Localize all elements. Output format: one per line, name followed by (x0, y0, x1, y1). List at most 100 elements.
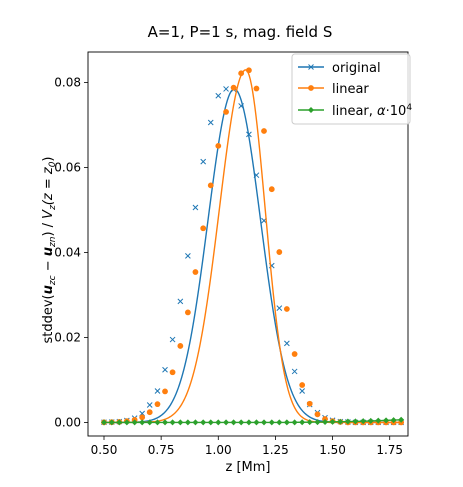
legend-marker-shape (308, 107, 314, 113)
data-point (169, 369, 176, 376)
data-point (299, 388, 306, 394)
data-point (329, 418, 336, 425)
data-point (162, 388, 168, 395)
data-point (139, 419, 146, 426)
y-axis-label: stddev(uzc − uzn) / Vz(z = z0) (41, 156, 58, 343)
data-point (253, 172, 260, 179)
data-point (101, 419, 107, 426)
legend: original linear linear, α·104 (291, 53, 412, 125)
data-point (146, 419, 153, 426)
data-point (291, 419, 298, 426)
data-point (184, 419, 191, 426)
legend-entry-original: original (298, 61, 381, 76)
data-point (223, 86, 229, 92)
data-point (192, 419, 199, 426)
y-axis: 0.00 0.02 0.04 0.06 0.08 (54, 76, 88, 429)
data-point (200, 419, 207, 426)
data-point (284, 340, 290, 347)
legend-entry-linear: linear (298, 82, 369, 97)
data-point (245, 419, 252, 426)
data-point (238, 70, 245, 77)
data-point (207, 419, 214, 426)
legend-box (291, 53, 411, 125)
data-point (276, 249, 283, 255)
x-tick-label: 0.50 (91, 443, 118, 457)
data-point (200, 225, 207, 232)
legend-label-linear-alpha: linear, α·104 (332, 103, 412, 119)
chart-title: A=1, P=1 s, mag. field S (148, 23, 333, 41)
data-point (261, 128, 267, 134)
data-point (268, 419, 275, 426)
data-point (154, 388, 161, 394)
data-point (192, 269, 199, 275)
data-point (306, 400, 313, 407)
data-point (230, 419, 237, 426)
x-axis-label: z [Mm] (226, 460, 271, 475)
data-point (352, 418, 359, 425)
data-point (177, 298, 184, 305)
data-point (398, 416, 405, 423)
x-tick-label: 1.00 (205, 443, 232, 457)
data-point (185, 253, 191, 259)
series-2 (101, 416, 405, 426)
data-point (276, 419, 283, 426)
data-point (215, 419, 222, 426)
legend-marker-linear (308, 85, 314, 91)
data-point (162, 419, 169, 426)
series-0 (101, 86, 404, 426)
y-tick-label: 0.04 (54, 245, 81, 259)
data-point (360, 418, 367, 425)
data-point (192, 204, 199, 211)
data-point (123, 419, 130, 426)
data-point (131, 419, 138, 426)
y-tick-label: 0.08 (54, 76, 81, 90)
data-point (139, 414, 146, 421)
data-point (207, 182, 214, 189)
plot-area (87, 51, 409, 437)
series-line (104, 88, 402, 424)
data-point (276, 305, 283, 311)
y-tick-label: 0.00 (54, 415, 81, 429)
legend-label-original: original (332, 61, 381, 76)
data-point (283, 306, 290, 312)
data-point (238, 419, 245, 426)
data-point (223, 108, 229, 115)
series-line (104, 419, 402, 424)
data-point (223, 419, 230, 426)
data-point (154, 401, 161, 408)
data-point (375, 417, 382, 424)
data-point (390, 417, 397, 424)
legend-entry-linear-alpha: linear, α·104 (298, 103, 412, 119)
data-point (169, 419, 176, 426)
x-tick-label: 1.50 (319, 443, 346, 457)
data-point (154, 419, 161, 426)
data-point (177, 419, 184, 426)
x-tick-label: 1.75 (376, 443, 403, 457)
data-point (283, 419, 290, 426)
data-point (238, 103, 244, 109)
legend-marker-linear-alpha (308, 107, 314, 113)
series-line (104, 69, 402, 424)
data-point (261, 419, 267, 426)
data-point (177, 343, 184, 349)
data-point (337, 418, 344, 425)
data-point (367, 417, 374, 424)
data-point (230, 84, 237, 91)
data-point (169, 336, 176, 343)
data-point (291, 368, 298, 375)
data-point (215, 92, 222, 99)
legend-marker-shape (308, 85, 314, 91)
data-point (314, 419, 321, 426)
data-point (184, 309, 191, 316)
legend-label-linear: linear (332, 82, 369, 97)
x-tick-label: 0.75 (148, 443, 175, 457)
data-point (344, 418, 351, 425)
data-point (207, 119, 214, 126)
y-tick-label: 0.06 (54, 161, 81, 175)
x-axis: 0.50 0.75 1.00 1.25 1.50 1.75 (91, 436, 403, 457)
plot-frame (87, 51, 409, 437)
data-point (246, 67, 252, 74)
data-point (253, 419, 260, 426)
data-point (299, 419, 306, 426)
